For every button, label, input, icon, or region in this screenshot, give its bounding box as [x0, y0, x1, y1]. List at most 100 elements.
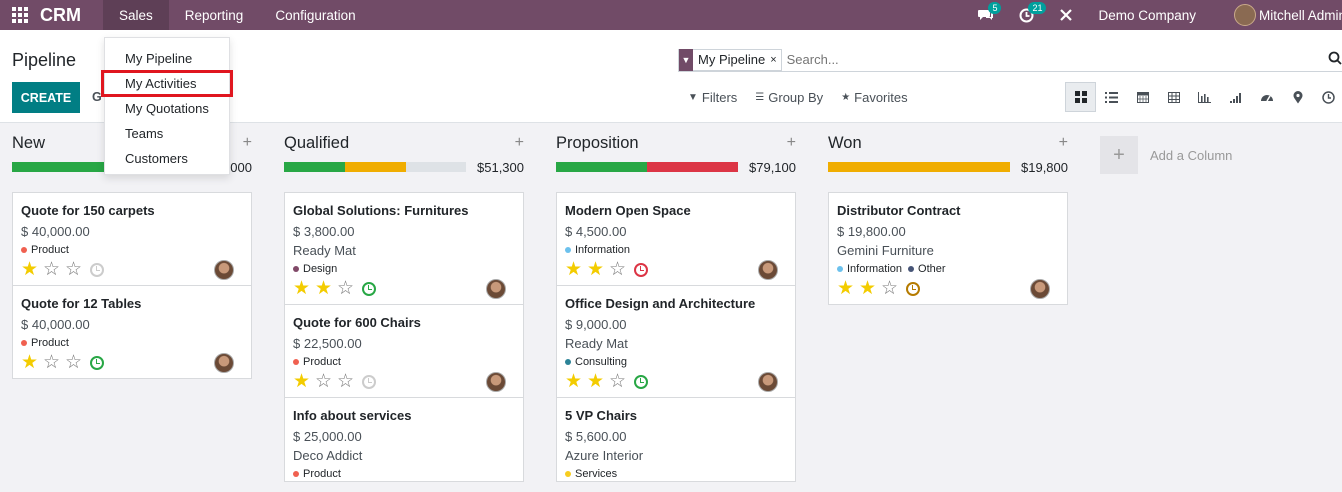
quick-create-icon[interactable]: +: [242, 134, 252, 151]
activity-clock-icon[interactable]: [90, 262, 104, 277]
priority-stars[interactable]: ★ ★ ☆: [293, 279, 376, 298]
activity-clock-icon[interactable]: [906, 281, 920, 296]
column-progress-bar[interactable]: [556, 162, 738, 172]
dropdown-item-teams[interactable]: Teams: [125, 126, 164, 141]
card-tags: Design: [293, 262, 515, 276]
debug-tools-icon[interactable]: [1046, 0, 1086, 30]
kanban-view-icon[interactable]: [1065, 82, 1096, 112]
tag-color-dot: [908, 266, 915, 272]
priority-stars[interactable]: ★ ☆ ☆: [21, 353, 104, 372]
pivot-view-icon[interactable]: [1158, 82, 1189, 112]
card-customer: Azure Interior: [565, 448, 644, 463]
kanban-card[interactable]: Office Design and Architecture $ 9,000.0…: [556, 285, 796, 398]
groupby-toggle[interactable]: ☰ Group By: [755, 90, 823, 105]
column-progress-bar[interactable]: [828, 162, 1010, 172]
search-icon[interactable]: [1328, 51, 1342, 65]
facet-remove-icon[interactable]: ×: [770, 53, 777, 66]
create-button[interactable]: CREATE: [12, 82, 80, 113]
menu-sales[interactable]: Sales: [103, 0, 169, 30]
add-column-plus-icon[interactable]: +: [1100, 136, 1138, 174]
kanban-card[interactable]: Modern Open Space $ 4,500.00 Information…: [556, 192, 796, 286]
star-empty-icon[interactable]: ☆: [65, 352, 83, 373]
star-empty-icon[interactable]: ☆: [43, 259, 61, 280]
card-footer: ★ ☆ ☆: [21, 257, 243, 285]
star-filled-icon[interactable]: ★: [565, 259, 583, 280]
progress-segment-red[interactable]: [647, 162, 738, 172]
progress-segment-orange[interactable]: [345, 162, 406, 172]
star-filled-icon[interactable]: ★: [293, 278, 311, 299]
menu-reporting[interactable]: Reporting: [184, 7, 244, 23]
kanban-card[interactable]: 5 VP Chairs $ 5,600.00 Azure Interior Se…: [556, 397, 796, 482]
quick-create-icon[interactable]: +: [786, 134, 796, 151]
activities-clock-icon[interactable]: 21: [1006, 0, 1047, 30]
add-column[interactable]: + Add a Column: [1100, 136, 1232, 174]
star-filled-icon[interactable]: ★: [565, 371, 583, 392]
activity-clock-icon[interactable]: [362, 374, 376, 389]
kanban-card[interactable]: Info about services $ 25,000.00 Deco Add…: [284, 397, 524, 482]
generate-leads-button[interactable]: G: [92, 90, 102, 104]
star-empty-icon[interactable]: ☆: [65, 259, 83, 280]
column-progress-bar[interactable]: [284, 162, 466, 172]
dashboard-view-icon[interactable]: [1251, 82, 1282, 112]
kanban-card[interactable]: Global Solutions: Furnitures $ 3,800.00 …: [284, 192, 524, 305]
star-filled-icon[interactable]: ★: [859, 278, 877, 299]
dropdown-item-my-pipeline[interactable]: My Pipeline: [125, 51, 193, 66]
star-filled-icon[interactable]: ★: [315, 278, 333, 299]
star-filled-icon[interactable]: ★: [293, 371, 311, 392]
priority-stars[interactable]: ★ ★ ☆: [565, 372, 648, 391]
user-name: Mitchell Admin: [1259, 7, 1342, 23]
apps-menu-icon[interactable]: [0, 0, 40, 30]
kanban-card[interactable]: Quote for 12 Tables $ 40,000.00 Product …: [12, 285, 252, 379]
star-empty-icon[interactable]: ☆: [337, 371, 355, 392]
calendar-view-icon[interactable]: [1127, 82, 1158, 112]
app-brand[interactable]: CRM: [40, 4, 81, 25]
messages-icon[interactable]: 5: [966, 0, 1006, 30]
star-filled-icon[interactable]: ★: [21, 259, 39, 280]
company-switcher[interactable]: Demo Company: [1098, 7, 1196, 23]
kanban-card[interactable]: Quote for 600 Chairs $ 22,500.00 Product…: [284, 304, 524, 398]
activity-clock-icon[interactable]: [634, 262, 648, 277]
cohort-view-icon[interactable]: [1220, 82, 1251, 112]
quick-create-icon[interactable]: +: [514, 134, 524, 151]
star-empty-icon[interactable]: ☆: [337, 278, 355, 299]
graph-view-icon[interactable]: [1189, 82, 1220, 112]
menu-configuration[interactable]: Configuration: [275, 7, 356, 23]
priority-stars[interactable]: ★ ★ ☆: [565, 260, 648, 279]
priority-stars[interactable]: ★ ☆ ☆: [21, 260, 104, 279]
star-empty-icon[interactable]: ☆: [315, 371, 333, 392]
star-filled-icon[interactable]: ★: [587, 371, 605, 392]
search-input[interactable]: [786, 52, 1287, 67]
star-empty-icon[interactable]: ☆: [609, 371, 627, 392]
favorites-toggle[interactable]: ★ Favorites: [841, 90, 907, 105]
star-filled-icon[interactable]: ★: [21, 352, 39, 373]
activity-clock-icon[interactable]: [90, 355, 104, 370]
activity-clock-icon[interactable]: [634, 374, 648, 389]
priority-stars[interactable]: ★ ☆ ☆: [293, 372, 376, 391]
dropdown-item-my-quotations[interactable]: My Quotations: [125, 101, 209, 116]
card-tags: Services: [565, 467, 787, 481]
kanban-card[interactable]: Distributor Contract $ 19,800.00 Gemini …: [828, 192, 1068, 305]
kanban-card[interactable]: Quote for 150 carpets $ 40,000.00 Produc…: [12, 192, 252, 286]
progress-segment-green[interactable]: [556, 162, 647, 172]
star-empty-icon[interactable]: ☆: [609, 259, 627, 280]
user-menu[interactable]: Mitchell Admin: [1234, 4, 1342, 26]
progress-segment-orange[interactable]: [828, 162, 1010, 172]
activity-clock-icon[interactable]: [362, 281, 376, 296]
activity-view-icon[interactable]: [1313, 82, 1342, 112]
dropdown-item-customers[interactable]: Customers: [125, 151, 188, 166]
star-filled-icon[interactable]: ★: [587, 259, 605, 280]
salesperson-avatar: [214, 260, 234, 280]
tag: Other: [908, 263, 946, 275]
filters-toggle[interactable]: ▼ Filters: [688, 90, 737, 105]
tag-label: Product: [303, 468, 341, 480]
priority-stars[interactable]: ★ ★ ☆: [837, 279, 920, 298]
quick-create-icon[interactable]: +: [1058, 134, 1068, 151]
progress-segment-green[interactable]: [284, 162, 345, 172]
map-view-icon[interactable]: [1282, 82, 1313, 112]
star-empty-icon[interactable]: ☆: [881, 278, 899, 299]
star-filled-icon[interactable]: ★: [837, 278, 855, 299]
star-empty-icon[interactable]: ☆: [43, 352, 61, 373]
add-column-label[interactable]: Add a Column: [1150, 147, 1233, 163]
list-view-icon[interactable]: [1096, 82, 1127, 112]
dropdown-item-my-activities[interactable]: My Activities: [101, 70, 233, 97]
